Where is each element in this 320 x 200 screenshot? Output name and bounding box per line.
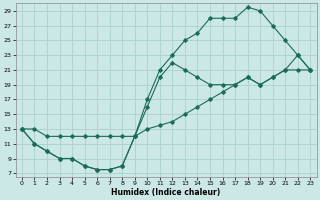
X-axis label: Humidex (Indice chaleur): Humidex (Indice chaleur)	[111, 188, 221, 197]
